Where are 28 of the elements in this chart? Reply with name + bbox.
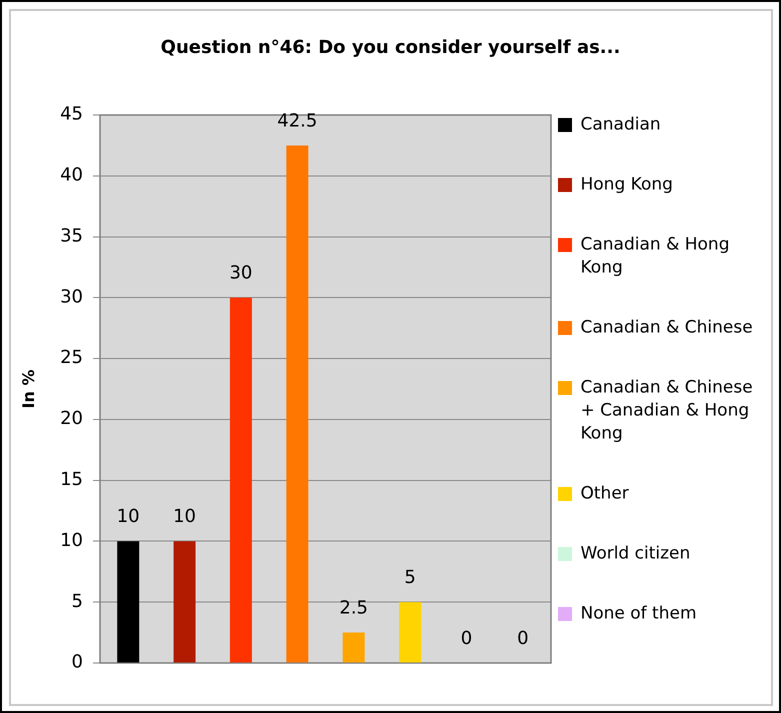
y-axis-title: In % <box>18 370 38 408</box>
y-tick-label: 45 <box>60 104 83 125</box>
data-label: 0 <box>460 628 472 649</box>
legend-label: Canadian <box>580 114 661 134</box>
y-tick-label: 15 <box>60 469 83 490</box>
y-tick-label: 5 <box>72 590 83 612</box>
chart-title: Question n°46: Do you consider yourself as... <box>160 36 622 60</box>
y-tick-label: 0 <box>72 652 83 673</box>
legend-label: Canadian & Chinese <box>580 317 753 338</box>
data-label: 5 <box>404 567 416 588</box>
data-label: 2.5 <box>339 598 368 619</box>
y-tick-label: 10 <box>60 530 83 551</box>
y-tick-label: 35 <box>60 225 83 246</box>
y-tick-label: 40 <box>60 164 83 186</box>
legend-label: None of them <box>580 603 697 624</box>
y-tick-label: 20 <box>60 408 83 430</box>
legend-label: Canadian & Chinese + Canadian & Hong Kong <box>580 377 753 444</box>
y-tick-label: 25 <box>60 347 83 368</box>
legend-label: Other <box>580 483 629 504</box>
data-label: 10 <box>116 506 140 528</box>
data-label: 30 <box>229 262 252 284</box>
legend-label: World citizen <box>580 543 690 564</box>
legend-label: Hong Kong <box>580 174 673 194</box>
legend-label: Canadian & Hong Kong <box>580 234 730 278</box>
y-tick-label: 30 <box>60 286 83 308</box>
data-label: 10 <box>173 506 196 528</box>
data-label: 42.5 <box>277 110 318 132</box>
data-label: 0 <box>517 628 529 649</box>
